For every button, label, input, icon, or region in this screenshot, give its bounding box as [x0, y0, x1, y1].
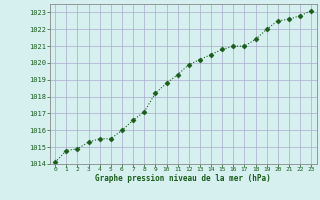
X-axis label: Graphe pression niveau de la mer (hPa): Graphe pression niveau de la mer (hPa) — [95, 174, 271, 183]
